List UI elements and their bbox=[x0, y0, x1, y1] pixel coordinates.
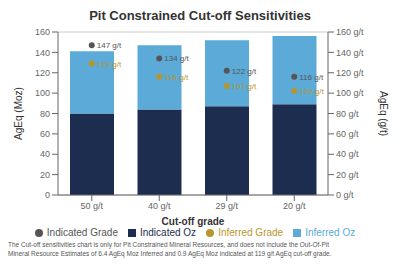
html-text:Indicated Oz: Indicated Oz bbox=[140, 227, 197, 238]
svg-text:0: 0 bbox=[45, 190, 50, 200]
svg-text:0 g/t: 0 g/t bbox=[336, 190, 354, 200]
html-text:Indicated Grade: Indicated Grade bbox=[46, 227, 118, 238]
svg-text:60 g/t: 60 g/t bbox=[336, 129, 359, 139]
svg-text:160: 160 bbox=[35, 27, 50, 37]
html-text:Inferred Oz: Inferred Oz bbox=[305, 227, 356, 238]
svg-text:40 g/t: 40 g/t bbox=[148, 201, 171, 211]
svg-text:50 g/t: 50 g/t bbox=[80, 201, 103, 211]
html-text:Pit Constrained Cut-off Sensit: Pit Constrained Cut-off Sensitivities bbox=[89, 8, 311, 23]
svg-text:129 g/t: 129 g/t bbox=[97, 60, 122, 69]
svg-text:20: 20 bbox=[40, 170, 50, 180]
html-text:Inferred Grade: Inferred Grade bbox=[218, 227, 284, 238]
svg-text:40: 40 bbox=[40, 149, 50, 159]
svg-text:20 g/t: 20 g/t bbox=[283, 201, 306, 211]
svg-text:40 g/t: 40 g/t bbox=[336, 149, 359, 159]
svg-text:AgEq (Moz): AgEq (Moz) bbox=[13, 87, 24, 140]
svg-text:160 g/t: 160 g/t bbox=[336, 27, 364, 37]
svg-text:100 g/t: 100 g/t bbox=[336, 88, 364, 98]
svg-text:140 g/t: 140 g/t bbox=[336, 48, 364, 58]
svg-text:116 g/t: 116 g/t bbox=[299, 73, 324, 82]
svg-text:29 g/t: 29 g/t bbox=[215, 201, 238, 211]
svg-text:100: 100 bbox=[35, 88, 50, 98]
svg-text:102 g/t: 102 g/t bbox=[299, 87, 324, 96]
svg-text:122 g/t: 122 g/t bbox=[232, 67, 257, 76]
svg-text:80: 80 bbox=[40, 109, 50, 119]
svg-text:147 g/t: 147 g/t bbox=[97, 41, 122, 50]
svg-text:80 g/t: 80 g/t bbox=[336, 109, 359, 119]
svg-text:120 g/t: 120 g/t bbox=[336, 68, 364, 78]
svg-text:60: 60 bbox=[40, 129, 50, 139]
svg-text:107 g/t: 107 g/t bbox=[232, 82, 257, 91]
svg-text:120: 120 bbox=[35, 68, 50, 78]
svg-text:140: 140 bbox=[35, 48, 50, 58]
html-text:Mineral Resource Estimates of: Mineral Resource Estimates of 6.4 AgEq M… bbox=[8, 250, 332, 257]
svg-text:Cut-off grade: Cut-off grade bbox=[162, 216, 225, 227]
svg-text:AgEq (g/t): AgEq (g/t) bbox=[378, 91, 389, 136]
html-text:The Cut-off sensitivities char: The Cut-off sensitivities chart is only … bbox=[8, 241, 330, 248]
svg-text:134 g/t: 134 g/t bbox=[164, 54, 189, 63]
svg-text:116 g/t: 116 g/t bbox=[164, 73, 189, 82]
svg-text:20 g/t: 20 g/t bbox=[336, 170, 359, 180]
